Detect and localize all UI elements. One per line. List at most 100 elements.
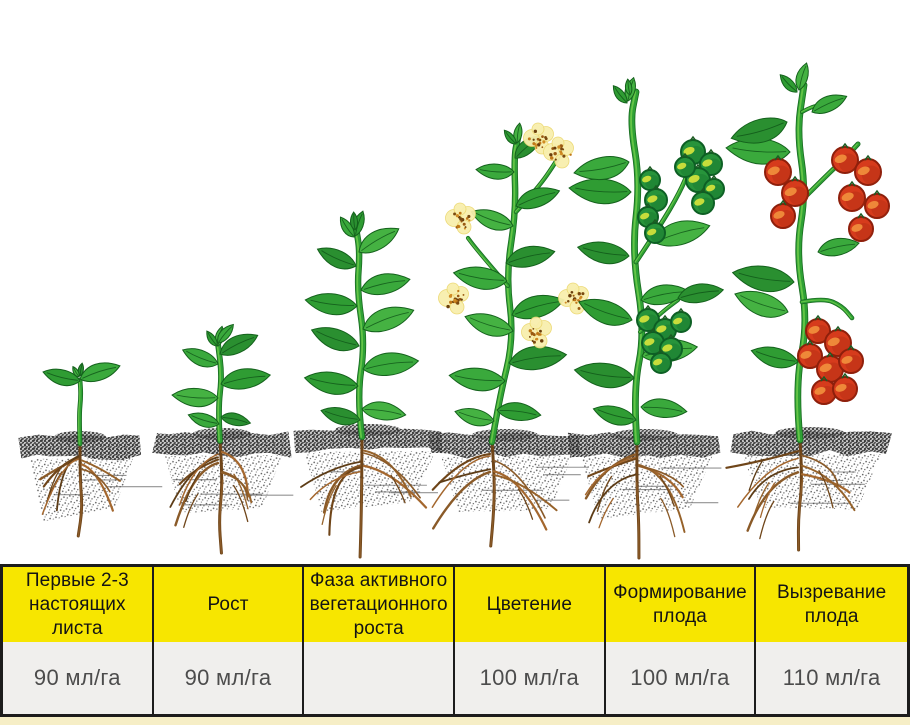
roots-icon [169,439,253,555]
leaf-icon [304,293,358,316]
leaf-icon [515,187,561,210]
leaf-icon [181,348,219,368]
leaf-icon [362,306,415,333]
soil-icon [429,429,589,512]
leaf-icon [470,209,514,231]
red-tomato-icon [811,375,837,405]
leaf-icon [795,62,809,91]
leaf-icon [573,362,635,389]
stage-label: Цветение [486,593,573,615]
stage-column-3: Фаза активного вегетационного роста [304,567,455,714]
leaf-icon [206,330,218,347]
growth-stages-illustration [18,62,892,560]
stage-rate: 110 мл/га [782,665,881,690]
green-tomato-icon [691,187,715,215]
stage-label: Вызревание плода [777,581,887,627]
green-tomato-icon [670,307,692,333]
leaf-icon [339,216,355,238]
leaf-icon [42,368,81,387]
stage-name-cell: Рост [153,567,303,642]
leaf-icon [576,241,630,265]
soil-icon [293,424,443,512]
stage-rate-cell: 100 мл/га [455,642,604,714]
leaf-icon [454,408,495,427]
leaf-icon [496,402,542,421]
leaf-icon [310,327,360,352]
stage-rate-cell: 90 мл/га [3,642,152,714]
red-tomato-icon [838,344,864,374]
flower-cluster-icon [438,282,469,315]
leaf-icon [217,323,234,344]
red-tomato-icon [854,154,882,186]
leaf-icon [730,117,788,144]
leaf-icon [220,412,252,427]
stage-rate: 90 мл/га [184,665,272,690]
leaf-icon [320,407,361,426]
stage-name-cell: Цветение [455,567,604,642]
stage-rate: 90 мл/га [33,665,121,690]
dosage-table: Первые 2-3 настоящих листа 90 мл/га Рост… [0,564,910,717]
leaf-icon [220,368,272,390]
soil-icon [730,427,892,510]
leaf-icon [452,266,508,290]
leaf-icon [592,405,637,426]
leaf-icon [573,156,630,181]
flower-cluster-icon [521,316,552,349]
red-tomato-icon [832,372,858,402]
tomato-plant-vegetative-plant-icon [293,210,443,559]
bottom-strip [0,717,910,725]
leaf-icon [734,290,789,318]
leaf-icon [578,298,633,326]
red-tomato-icon [764,154,792,186]
leaf-icon [358,227,400,254]
leaf-icon [505,245,556,268]
leaf-icon [817,237,860,257]
leaf-icon [448,367,506,392]
stage-rate-cell: 100 мл/га [605,642,755,714]
tomato-plant-flowering-plant-icon [429,122,589,548]
leaf-icon [72,365,80,378]
leaf-icon [464,313,514,337]
leaf-icon [303,371,359,395]
stage-label: Первые 2-3 настоящих листа [25,569,129,639]
leaf-icon [349,211,359,231]
stage-column-1: Первые 2-3 настоящих листа 90 мл/га [3,567,154,714]
flower-cluster-icon [543,136,574,169]
roots-icon [431,440,558,548]
green-tomato-icon [650,348,672,374]
red-tomato-icon [864,189,890,219]
red-tomato-icon [848,212,874,242]
leaf-icon [503,129,517,145]
roots-icon [300,435,428,559]
leaf-icon [731,265,795,293]
leaf-icon [171,387,219,408]
roots-icon [39,442,121,538]
green-tomato-icon [644,184,668,212]
stage-column-2: Рост 90 мл/га [153,567,305,714]
stage-column-6: Вызревание плода 110 мл/га [756,567,907,714]
red-tomato-icon [838,180,866,212]
stage-name-cell: Формирование плода [605,567,755,642]
stage-name-cell: Вызревание плода [756,567,907,642]
stage-label: Фаза активного вегетационного роста [309,569,448,639]
green-tomato-icon [641,327,665,355]
leaf-icon [508,345,568,371]
leaf-icon [360,273,411,296]
leaf-icon [361,401,407,421]
flower-cluster-icon [445,202,476,235]
green-tomato-icon [674,152,696,178]
roots-icon [725,438,856,552]
leaf-icon [677,283,725,304]
stage-rate-cell [304,642,453,714]
green-tomato-icon [636,304,660,332]
leaf-icon [640,398,688,418]
stage-name-cell: Фаза активного вегетационного роста [304,567,453,642]
tomato-plant-ripe-fruit-plant-icon [725,62,892,552]
leaf-icon [219,333,259,356]
soil-icon [18,431,163,522]
stage-name-cell: Первые 2-3 настоящих листа [3,567,152,642]
leaf-icon [187,412,220,428]
leaf-icon [79,362,121,382]
tomato-plant-green-fruit-plant-icon [567,76,725,560]
leaf-icon [316,247,357,270]
